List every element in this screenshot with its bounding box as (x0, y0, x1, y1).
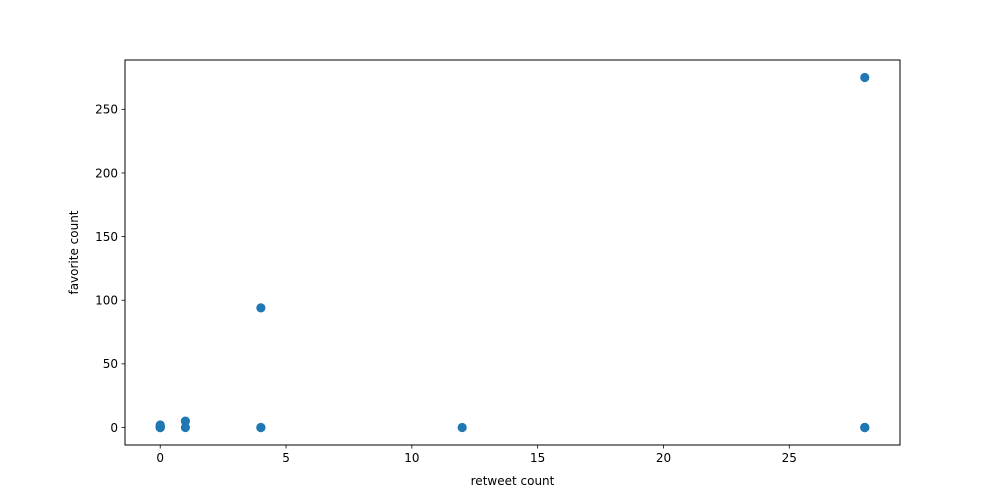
y-tick-label: 100 (95, 294, 118, 308)
x-tick-label: 10 (404, 451, 419, 465)
x-axis-label: retweet count (471, 474, 555, 488)
y-axis: 0 50 100 150 200 250 (95, 103, 125, 435)
data-point (457, 422, 467, 433)
x-tick-label: 5 (282, 451, 290, 465)
x-tick-label: 0 (156, 451, 164, 465)
x-axis: 0 5 10 15 20 25 (156, 445, 797, 465)
data-point (256, 422, 266, 433)
x-tick-label: 20 (656, 451, 671, 465)
data-point (860, 72, 870, 83)
y-axis-label: favorite count (67, 210, 81, 294)
y-tick-label: 150 (95, 230, 118, 244)
data-point (180, 422, 190, 433)
x-tick-label: 15 (530, 451, 545, 465)
data-point (180, 416, 190, 426)
y-tick-label: 250 (95, 103, 118, 117)
data-point (860, 422, 870, 433)
data-point (256, 303, 266, 313)
y-tick-label: 50 (103, 357, 118, 371)
y-tick-label: 0 (110, 421, 118, 435)
y-tick-label: 200 (95, 166, 118, 180)
data-point (155, 421, 165, 431)
data-points (155, 72, 870, 433)
axes-frame (124, 59, 901, 446)
x-tick-label: 25 (782, 451, 797, 465)
